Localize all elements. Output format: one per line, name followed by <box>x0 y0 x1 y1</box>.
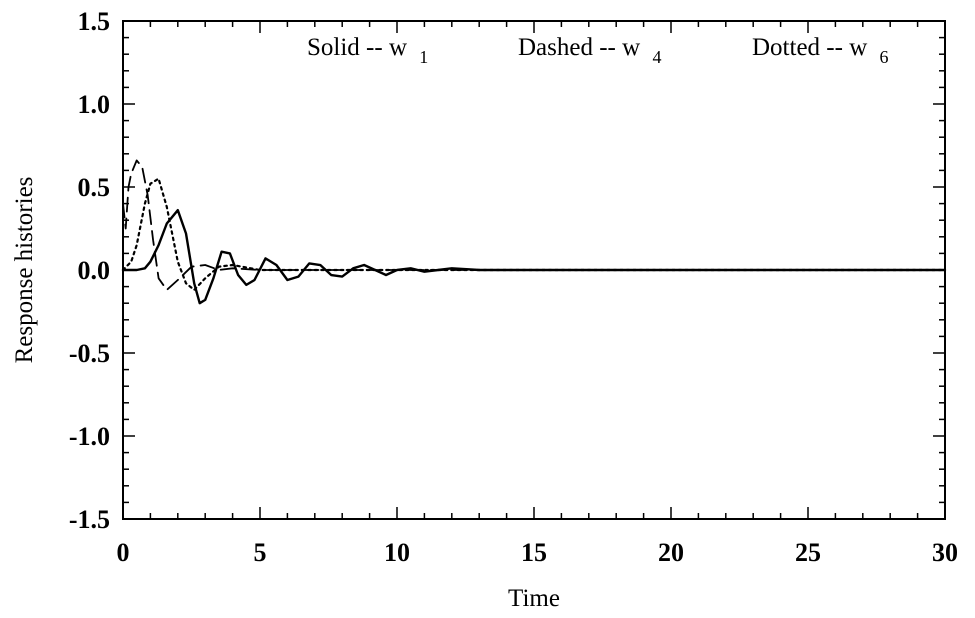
x-tick-label: 15 <box>521 538 547 567</box>
series-line-dotted <box>121 177 947 291</box>
series-line-solid <box>121 208 947 305</box>
x-tick-label: 20 <box>658 538 684 567</box>
legend-dotted-sub: 6 <box>880 47 889 67</box>
legend-solid-sub: 1 <box>419 47 428 67</box>
y-tick-label: 0.0 <box>78 256 111 285</box>
series-layer <box>121 159 947 305</box>
x-tick-label: 10 <box>384 538 410 567</box>
legend-dotted-label: Dotted -- w <box>752 34 867 61</box>
y-tick-label: 1.0 <box>78 90 111 119</box>
legend-dashed-sub: 4 <box>652 47 661 67</box>
legend-dashed-label: Dashed -- w <box>518 34 640 61</box>
x-tick-label: 25 <box>795 538 821 567</box>
y-tick-label: 0.5 <box>78 173 111 202</box>
legend-solid-label: Solid -- w <box>307 34 407 61</box>
x-tick-label: 30 <box>932 538 958 567</box>
x-tick-label: 5 <box>254 538 267 567</box>
x-tick-label: 0 <box>117 538 130 567</box>
y-axis-title: Response histories <box>11 177 38 364</box>
y-tick-label: -1.0 <box>69 422 110 451</box>
legend-solid: Solid -- w 1 <box>307 34 428 67</box>
legend-dotted: Dotted -- w 6 <box>752 34 889 67</box>
x-axis-title: Time <box>508 585 560 612</box>
legend-dashed: Dashed -- w 4 <box>518 34 661 67</box>
y-tick-label: -1.5 <box>69 505 110 534</box>
tick-labels: 0 5 10 15 20 25 30 1.5 1.0 0.5 0.0 -0.5 -1.0 -1.5 <box>69 7 958 567</box>
y-tick-label: 1.5 <box>78 7 111 36</box>
y-tick-label: -0.5 <box>69 339 110 368</box>
